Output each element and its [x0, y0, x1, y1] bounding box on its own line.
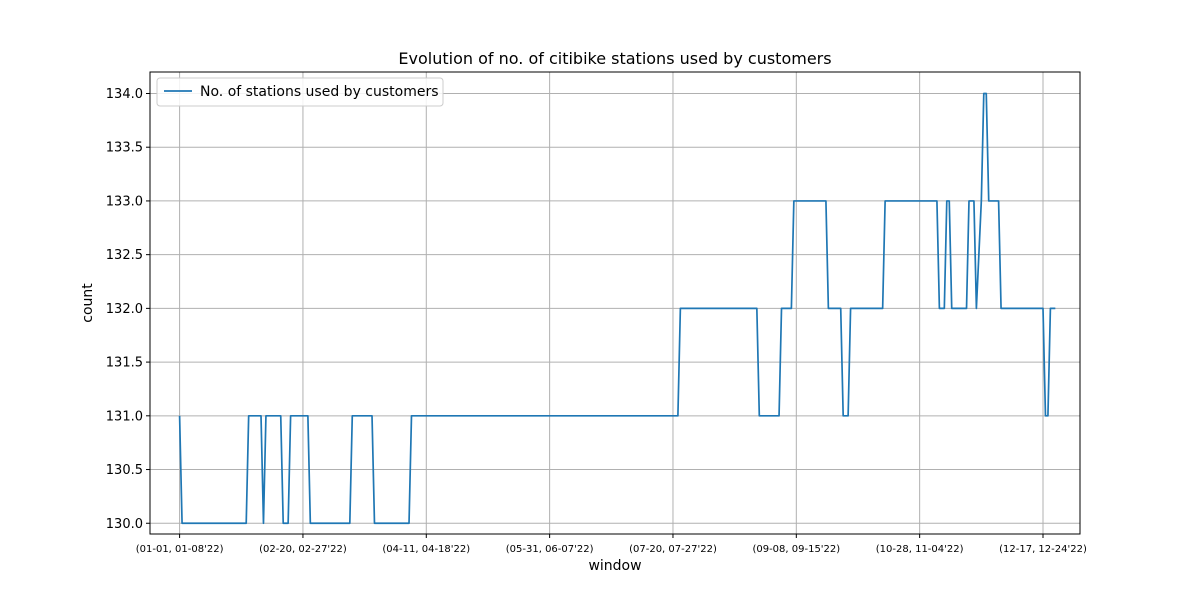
x-tick-label: (07-20, 07-27'22) [629, 544, 717, 555]
series-line [178, 92, 1056, 525]
x-tick-label: (10-28, 11-04'22) [876, 544, 964, 555]
x-tick-label: (01-01, 01-08'22) [136, 544, 224, 555]
legend-box [156, 77, 444, 107]
y-tick-label: 133.5 [106, 141, 143, 156]
y-tick-label: 130.0 [106, 517, 143, 532]
y-tick-label: 133.0 [106, 194, 143, 209]
x-axis-label: window [588, 558, 641, 574]
chart-title: Evolution of no. of citibike stations us… [398, 49, 831, 68]
x-tick-label: (09-08, 09-15'22) [752, 544, 840, 555]
y-tick-label: 134.0 [106, 87, 143, 102]
y-tick-label: 131.0 [106, 409, 143, 424]
x-tick-label: (12-17, 12-24'22) [999, 544, 1087, 555]
tick-layer: 130.0 130.5 131.0 131.5 132.0 132.5 133.0 133.5… [106, 87, 1087, 555]
plot-frame [149, 71, 1081, 535]
y-tick-label: 132.5 [106, 248, 143, 263]
y-axis-label: count [80, 283, 96, 323]
x-tick-label: (04-11, 04-18'22) [382, 544, 470, 555]
x-tick-label: (05-31, 06-07'22) [506, 544, 594, 555]
y-tick-label: 132.0 [106, 302, 143, 317]
y-tick-label: 130.5 [106, 463, 143, 478]
x-tick-label: (02-20, 02-27'22) [259, 544, 347, 555]
y-tick-label: 131.5 [106, 356, 143, 371]
legend-label: No. of stations used by customers [200, 84, 439, 100]
legend: No. of stations used by customers [156, 77, 444, 107]
series-layer [178, 92, 1056, 525]
